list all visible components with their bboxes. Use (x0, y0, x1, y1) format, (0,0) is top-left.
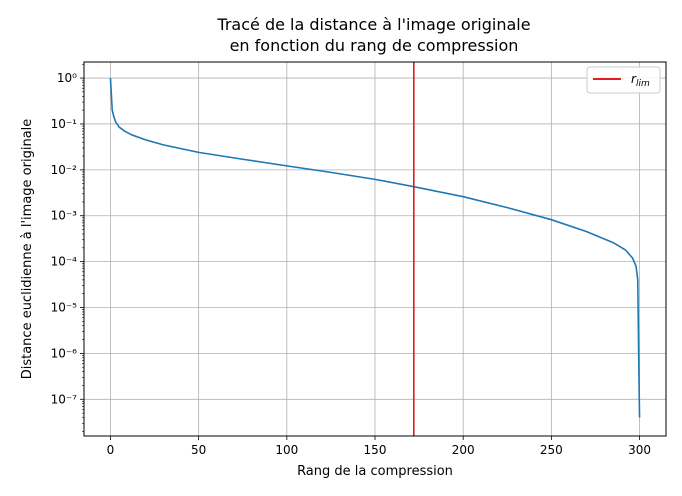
legend-entry-label: rlim (631, 72, 650, 89)
x-axis-label: Rang de la compression (297, 464, 453, 479)
y-tick-label: 10⁻⁷ (51, 392, 78, 406)
x-tick-label: 250 (540, 443, 563, 457)
x-tick-label: 300 (628, 443, 651, 457)
x-tick-label: 100 (275, 443, 298, 457)
grid (84, 62, 666, 436)
legend-box (586, 66, 661, 94)
y-tick-label: 10⁻² (51, 163, 78, 177)
y-tick-label: 10⁻³ (51, 209, 78, 223)
x-tick-label: 0 (107, 443, 115, 457)
chart-title-line-1: Tracé de la distance à l'image originale (216, 15, 530, 34)
x-tick-label: 150 (364, 443, 387, 457)
x-tick-label: 50 (191, 443, 206, 457)
y-tick-label: 10⁻⁶ (51, 346, 78, 360)
y-tick-label: 10⁰ (57, 71, 77, 85)
y-axis-label: Distance euclidienne à l'image originale (20, 119, 35, 380)
plot-content (109, 62, 641, 436)
x-tick-label: 200 (452, 443, 475, 457)
y-tick-label: 10⁻⁵ (51, 301, 78, 315)
chart-title: Tracé de la distance à l'image originale… (216, 15, 530, 55)
y-tick-label: 10⁻⁴ (51, 255, 78, 269)
chart-title-line-2: en fonction du rang de compression (230, 36, 519, 55)
y-tick-label: 10⁻¹ (51, 117, 78, 131)
series-line-0 (109, 78, 641, 418)
legend: rlim (586, 66, 661, 94)
axis-ticks: 0 50 100 150 200 250 300 10⁰ 10⁻¹ 10⁻² 10⁻³ 10⁻⁴ 10⁻… (51, 63, 651, 457)
